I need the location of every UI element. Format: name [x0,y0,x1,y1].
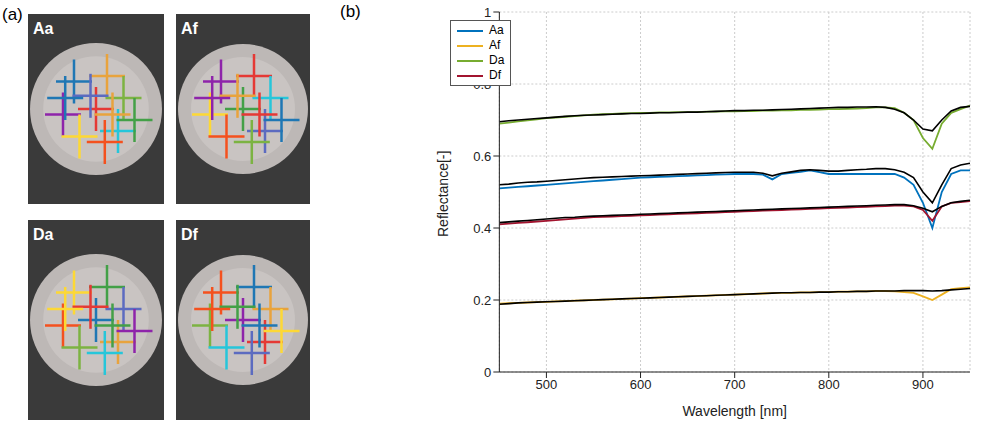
svg-text:(a): (a) [2,5,23,24]
svg-text:Da: Da [33,226,54,243]
svg-text:0.2: 0.2 [473,293,491,308]
svg-text:Aa: Aa [33,20,54,37]
svg-text:Af: Af [181,20,199,37]
svg-text:0.6: 0.6 [473,149,491,164]
html-text:Da: Da [489,53,505,67]
svg-text:900: 900 [912,377,934,392]
svg-text:0: 0 [484,365,491,380]
svg-text:Reflectance[-]: Reflectance[-] [435,151,451,237]
svg-text:Df: Df [181,226,199,243]
svg-text:600: 600 [630,377,652,392]
svg-text:800: 800 [818,377,840,392]
svg-text:1: 1 [484,5,491,20]
html-text:Df: Df [489,68,501,82]
html-text:(b): (b) [340,2,361,21]
svg-text:0.8: 0.8 [473,77,491,92]
svg-text:500: 500 [536,377,558,392]
html-text:Af: Af [489,38,501,52]
svg-text:700: 700 [724,377,746,392]
html-text:Aa: Aa [489,23,504,37]
svg-text:Wavelength [nm]: Wavelength [nm] [682,403,787,419]
svg-text:0.4: 0.4 [473,221,491,236]
